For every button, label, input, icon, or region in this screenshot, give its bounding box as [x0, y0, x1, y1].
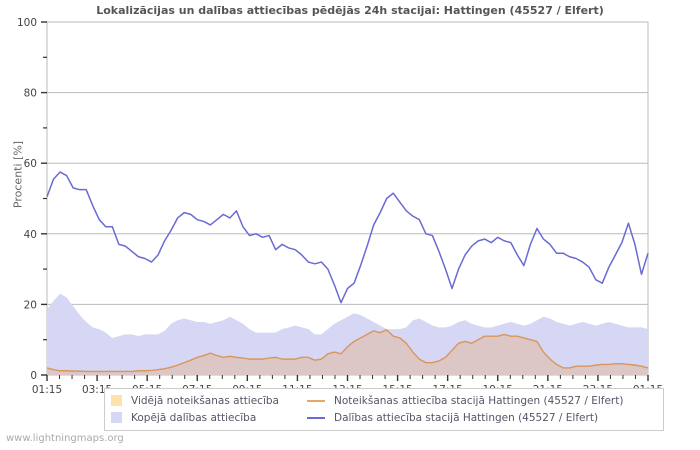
chart-title: Lokalizācijas un dalības attiecības pēdē… [96, 4, 604, 17]
y-tick-label: 20 [24, 299, 37, 311]
legend-label-station-detection: Noteikšanas attiecība stacijā Hattingen … [334, 394, 624, 407]
y-tick-label: 100 [17, 17, 37, 29]
x-tick-label: 01:15 [32, 384, 62, 396]
line-station-participation-ratio [46, 171, 649, 304]
y-tick-label: 60 [24, 158, 37, 170]
legend-label-total-participation: Kopējā dalības attiecība [131, 411, 257, 424]
legend-row: Kopējā dalības attiecība Dalības attiecī… [111, 409, 657, 426]
chart-legend: Vidējā noteikšanas attiecība Noteikšanas… [104, 388, 664, 431]
plot-frame [46, 21, 649, 376]
legend-line-station-participation-icon [307, 416, 325, 419]
legend-line-station-detection-icon [307, 399, 325, 402]
y-tick-label: 80 [24, 88, 37, 100]
series-layer [46, 171, 649, 375]
legend-label-station-participation: Dalības attiecība stacijā Hattingen (455… [334, 411, 599, 424]
y-axis-ticks: 0 20 40 60 80 100 [17, 17, 47, 382]
legend-item-avg-detection[interactable]: Vidējā noteikšanas attiecība [111, 392, 307, 409]
legend-row: Vidējā noteikšanas attiecība Noteikšanas… [111, 392, 657, 409]
legend-item-total-participation[interactable]: Kopējā dalības attiecība [111, 409, 307, 426]
y-tick-label: 40 [24, 229, 37, 241]
watermark-text: www.lightningmaps.org [6, 433, 124, 444]
legend-swatch-total-participation-icon [111, 412, 122, 423]
y-tick-label: 0 [30, 370, 37, 382]
legend-item-station-participation[interactable]: Dalības attiecība stacijā Hattingen (455… [307, 409, 598, 426]
legend-swatch-avg-detection-icon [111, 395, 122, 406]
grid-lines [47, 92, 648, 305]
line-station-detection-ratio [46, 329, 649, 373]
legend-item-station-detection[interactable]: Noteikšanas attiecība stacijā Hattingen … [307, 392, 623, 409]
area-avg-detection [47, 329, 648, 375]
legend-label-avg-detection: Vidējā noteikšanas attiecība [131, 394, 279, 407]
plot-background [46, 21, 649, 376]
